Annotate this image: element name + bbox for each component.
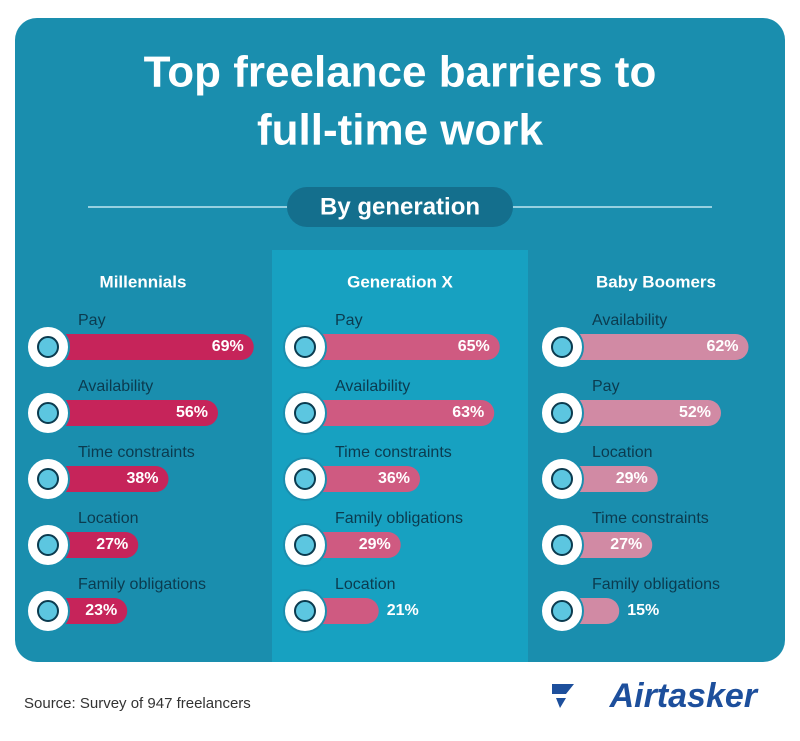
bar <box>562 334 749 360</box>
bar <box>305 400 495 426</box>
category-label: Availability <box>335 378 410 395</box>
category-label: Time constraints <box>592 510 709 527</box>
logo: Airtasker <box>609 677 759 715</box>
bar <box>562 400 721 426</box>
icon-detail <box>551 336 573 358</box>
category-label: Location <box>335 576 396 593</box>
value-label: 15% <box>627 602 659 619</box>
bar <box>562 532 653 558</box>
bar <box>562 466 658 492</box>
category-label: Pay <box>592 378 620 395</box>
column-title: Baby Boomers <box>596 272 716 291</box>
value-label: 65% <box>458 338 490 355</box>
value-label: 27% <box>96 536 128 553</box>
category-label: Time constraints <box>78 444 195 461</box>
category-label: Time constraints <box>335 444 452 461</box>
bar <box>48 466 169 492</box>
value-label: 21% <box>387 602 419 619</box>
value-label: 52% <box>679 404 711 421</box>
bar <box>48 334 254 360</box>
icon-detail <box>551 534 573 556</box>
value-label: 69% <box>212 338 244 355</box>
category-label: Availability <box>78 378 153 395</box>
icon-detail <box>37 336 59 358</box>
bar <box>305 334 500 360</box>
bar <box>48 400 218 426</box>
subtitle: By generation <box>320 193 480 220</box>
category-label: Pay <box>78 312 106 329</box>
source: Source: Survey of 947 freelancers <box>24 695 251 712</box>
icon-detail <box>294 402 316 424</box>
value-label: 29% <box>359 536 391 553</box>
icon-detail <box>551 402 573 424</box>
bar <box>305 466 420 492</box>
bar <box>305 532 401 558</box>
title-line: full-time work <box>257 106 544 155</box>
value-label: 29% <box>616 470 648 487</box>
icon-detail <box>37 534 59 556</box>
category-label: Family obligations <box>592 576 720 593</box>
category-label: Availability <box>592 312 667 329</box>
value-label: 62% <box>706 338 738 355</box>
icon-detail <box>294 336 316 358</box>
icon-detail <box>551 468 573 490</box>
bar <box>48 532 139 558</box>
category-label: Family obligations <box>335 510 463 527</box>
icon-detail <box>37 468 59 490</box>
icon-detail <box>37 600 59 622</box>
value-label: 23% <box>85 602 117 619</box>
category-label: Location <box>592 444 653 461</box>
value-label: 38% <box>126 470 158 487</box>
column-title: Generation X <box>347 272 453 291</box>
icon-detail <box>294 534 316 556</box>
icon-detail <box>37 402 59 424</box>
icon-detail <box>551 600 573 622</box>
title-line: Top freelance barriers to <box>144 48 657 97</box>
column-title: Millennials <box>100 272 187 291</box>
category-label: Family obligations <box>78 576 206 593</box>
category-label: Location <box>78 510 139 527</box>
value-label: 63% <box>452 404 484 421</box>
value-label: 56% <box>176 404 208 421</box>
icon-detail <box>294 468 316 490</box>
value-label: 36% <box>378 470 410 487</box>
subtitle-pill <box>287 187 513 227</box>
value-label: 27% <box>610 536 642 553</box>
logo-mark <box>552 684 574 708</box>
icon-detail <box>294 600 316 622</box>
category-label: Pay <box>335 312 363 329</box>
